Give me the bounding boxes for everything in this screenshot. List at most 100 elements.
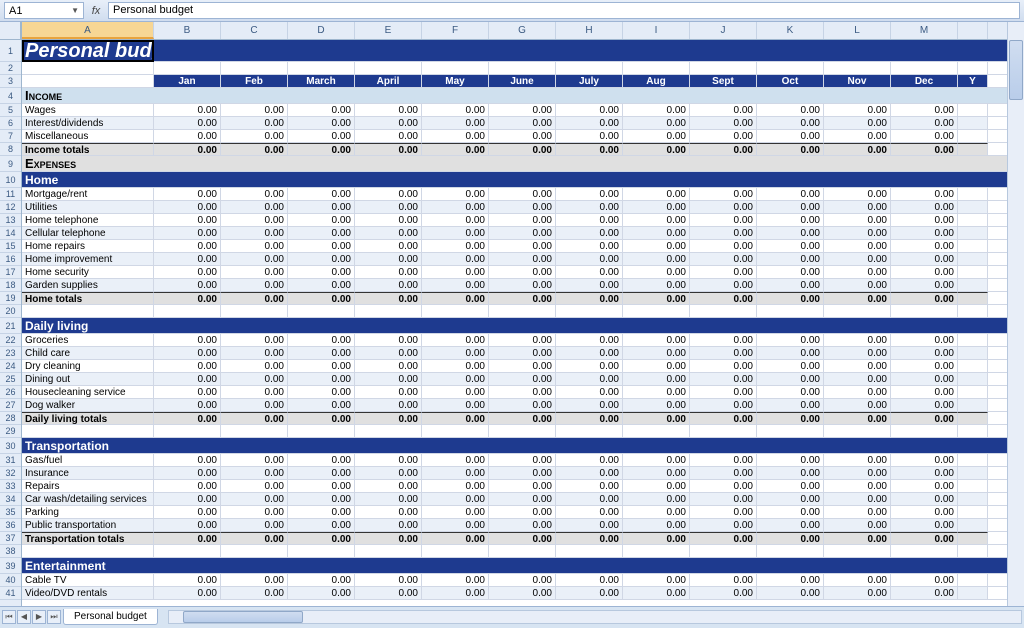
grid-cell[interactable]: 0.00: [824, 399, 891, 411]
grid-cell[interactable]: 0.00: [891, 292, 958, 304]
grid-cell[interactable]: [958, 519, 988, 531]
grid-cell[interactable]: Feb: [221, 75, 288, 87]
grid-cell[interactable]: 0.00: [489, 574, 556, 586]
grid-cell[interactable]: 0.00: [690, 532, 757, 544]
grid-cell[interactable]: Daily living totals: [22, 412, 154, 424]
grid-cell[interactable]: [154, 545, 221, 557]
grid-cell[interactable]: [690, 305, 757, 317]
grid-cell[interactable]: 0.00: [891, 240, 958, 252]
grid-cell[interactable]: 0.00: [556, 240, 623, 252]
grid-cell[interactable]: 0.00: [154, 519, 221, 531]
grid-cell[interactable]: Child care: [22, 347, 154, 359]
grid-cell[interactable]: 0.00: [154, 292, 221, 304]
grid-cell[interactable]: Home security: [22, 266, 154, 278]
grid-cell[interactable]: 0.00: [623, 493, 690, 505]
row-header[interactable]: 41: [0, 587, 21, 600]
grid-cell[interactable]: [288, 558, 355, 573]
grid-cell[interactable]: 0.00: [690, 266, 757, 278]
grid-cell[interactable]: [690, 172, 757, 187]
grid-cell[interactable]: 0.00: [690, 240, 757, 252]
row-header[interactable]: 5: [0, 104, 21, 117]
row-header[interactable]: 21: [0, 318, 21, 334]
grid-cell[interactable]: [154, 438, 221, 453]
grid-cell[interactable]: 0.00: [489, 227, 556, 239]
grid-cell[interactable]: [757, 545, 824, 557]
grid-cell[interactable]: [824, 88, 891, 103]
grid-cell[interactable]: [958, 438, 988, 453]
grid-cell[interactable]: [355, 156, 422, 171]
grid-cell[interactable]: 0.00: [221, 454, 288, 466]
grid-cell[interactable]: [288, 62, 355, 74]
grid-cell[interactable]: [891, 318, 958, 333]
grid-cell[interactable]: 0.00: [556, 493, 623, 505]
grid-cell[interactable]: [690, 545, 757, 557]
grid-cell[interactable]: 0.00: [690, 130, 757, 142]
grid-cell[interactable]: 0.00: [556, 519, 623, 531]
grid-cell[interactable]: 0.00: [623, 130, 690, 142]
grid-cell[interactable]: 0.00: [489, 104, 556, 116]
grid-cell[interactable]: 0.00: [288, 412, 355, 424]
tab-nav-prev-icon[interactable]: ◀: [17, 610, 31, 624]
grid-cell[interactable]: 0.00: [154, 188, 221, 200]
grid-cell[interactable]: 0.00: [690, 506, 757, 518]
grid-cell[interactable]: 0.00: [221, 334, 288, 346]
grid-cell[interactable]: 0.00: [891, 480, 958, 492]
grid-cell[interactable]: Home repairs: [22, 240, 154, 252]
grid-cell[interactable]: 0.00: [824, 279, 891, 291]
grid-cell[interactable]: [958, 130, 988, 142]
grid-cell[interactable]: 0.00: [489, 519, 556, 531]
grid-cell[interactable]: [623, 545, 690, 557]
grid-cell[interactable]: 0.00: [623, 506, 690, 518]
grid-cell[interactable]: 0.00: [288, 227, 355, 239]
grid-cell[interactable]: [221, 438, 288, 453]
row-header[interactable]: 22: [0, 334, 21, 347]
row-header[interactable]: 34: [0, 493, 21, 506]
grid-cell[interactable]: 0.00: [422, 227, 489, 239]
grid-cell[interactable]: [489, 305, 556, 317]
row-header[interactable]: 27: [0, 399, 21, 412]
grid-cell[interactable]: 0.00: [288, 143, 355, 155]
grid-cell[interactable]: [891, 545, 958, 557]
grid-cell[interactable]: 0.00: [824, 493, 891, 505]
grid-cell[interactable]: Home telephone: [22, 214, 154, 226]
grid-cell[interactable]: Oct: [757, 75, 824, 87]
column-header[interactable]: L: [824, 22, 891, 39]
grid-cell[interactable]: 0.00: [221, 130, 288, 142]
grid-cell[interactable]: 0.00: [757, 214, 824, 226]
grid-cell[interactable]: [288, 88, 355, 103]
grid-cell[interactable]: [422, 438, 489, 453]
grid-cell[interactable]: 0.00: [757, 240, 824, 252]
grid-cell[interactable]: Personal budget: [22, 40, 154, 61]
grid-cell[interactable]: [891, 88, 958, 103]
grid-cell[interactable]: [556, 438, 623, 453]
grid-cell[interactable]: 0.00: [288, 240, 355, 252]
name-box-dropdown-icon[interactable]: ▼: [71, 6, 79, 15]
grid-cell[interactable]: 0.00: [556, 386, 623, 398]
grid-cell[interactable]: 0.00: [154, 412, 221, 424]
grid-cell[interactable]: [556, 425, 623, 437]
grid-cell[interactable]: 0.00: [891, 412, 958, 424]
grid-cell[interactable]: 0.00: [288, 214, 355, 226]
grid-cell[interactable]: 0.00: [422, 574, 489, 586]
grid-cell[interactable]: 0.00: [690, 480, 757, 492]
column-header[interactable]: J: [690, 22, 757, 39]
grid-cell[interactable]: 0.00: [489, 360, 556, 372]
grid-cell[interactable]: 0.00: [489, 373, 556, 385]
grid-cell[interactable]: [824, 425, 891, 437]
grid-cell[interactable]: [958, 506, 988, 518]
grid-cell[interactable]: [556, 305, 623, 317]
grid-cell[interactable]: [221, 62, 288, 74]
column-header[interactable]: G: [489, 22, 556, 39]
grid-cell[interactable]: 0.00: [355, 104, 422, 116]
grid-cell[interactable]: 0.00: [824, 117, 891, 129]
grid-cell[interactable]: [958, 360, 988, 372]
grid-cell[interactable]: 0.00: [154, 240, 221, 252]
grid-cell[interactable]: 0.00: [824, 253, 891, 265]
grid-cell[interactable]: 0.00: [757, 104, 824, 116]
grid-cell[interactable]: 0.00: [422, 143, 489, 155]
grid-cell[interactable]: Jan: [154, 75, 221, 87]
grid-cell[interactable]: 0.00: [891, 227, 958, 239]
grid-cell[interactable]: 0.00: [288, 334, 355, 346]
grid-cell[interactable]: [288, 172, 355, 187]
grid-cell[interactable]: [154, 425, 221, 437]
